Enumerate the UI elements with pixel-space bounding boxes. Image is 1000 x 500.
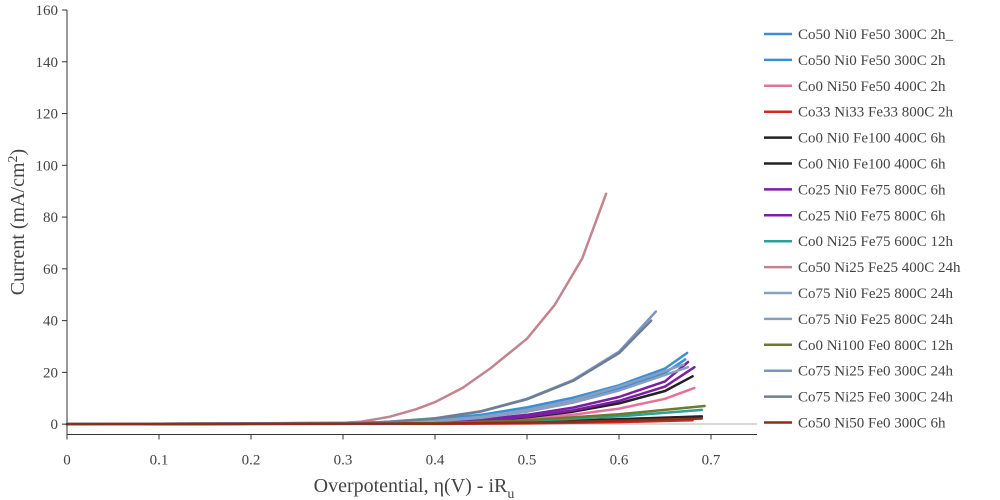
x-tick-label: 0.3	[334, 453, 353, 469]
legend-item[interactable]: Co75 Ni0 Fe25 800C 24h	[764, 312, 954, 328]
legend-label: Co75 Ni25 Fe0 300C 24h	[798, 364, 954, 380]
y-tick-label: 0	[51, 417, 59, 433]
y-tick-label: 20	[43, 365, 58, 381]
x-tick-label: 0.2	[242, 453, 261, 469]
x-axis-ticks: 0 0.1 0.2 0.3 0.4 0.5 0.6 0.7	[63, 434, 721, 469]
y-tick-label: 140	[36, 55, 59, 71]
x-tick-label: 0.6	[610, 453, 629, 469]
series-line	[65, 192, 608, 426]
legend-item[interactable]: Co0 Ni0 Fe100 400C 6h	[764, 157, 946, 173]
y-axis-title-close: )	[7, 149, 29, 156]
y-tick-label: 60	[43, 262, 58, 278]
legend-label: Co25 Ni0 Fe75 800C 6h	[798, 182, 946, 198]
y-axis-title-superscript: 2	[6, 155, 21, 162]
legend-item[interactable]: Co0 Ni0 Fe100 400C 6h	[764, 131, 946, 147]
y-tick-label: 80	[43, 210, 58, 226]
legend-item[interactable]: Co75 Ni25 Fe0 300C 24h	[764, 364, 954, 380]
legend-label: Co0 Ni0 Fe100 400C 6h	[798, 157, 946, 173]
y-tick-label: 100	[36, 158, 59, 174]
legend-item[interactable]: Co0 Ni50 Fe50 400C 2h	[764, 79, 946, 95]
y-tick-label: 120	[36, 107, 59, 123]
x-tick-label: 0	[63, 453, 71, 469]
legend-item[interactable]: Co25 Ni0 Fe75 800C 6h	[764, 182, 946, 198]
x-tick-label: 0.4	[426, 453, 445, 469]
legend-item[interactable]: Co50 Ni0 Fe50 300C 2h	[764, 53, 946, 69]
legend: Co50 Ni0 Fe50 300C 2h_ Co50 Ni0 Fe50 300C…	[764, 27, 961, 432]
legend-item[interactable]: Co0 Ni100 Fe0 800C 12h	[764, 338, 954, 354]
x-tick-label: 0.7	[702, 453, 721, 469]
series-layer	[65, 192, 706, 426]
legend-item[interactable]: Co50 Ni25 Fe25 400C 24h	[764, 260, 961, 276]
x-tick-label: 0.1	[150, 453, 169, 469]
legend-item[interactable]: Co25 Ni0 Fe75 800C 6h	[764, 208, 946, 224]
legend-item[interactable]: Co33 Ni33 Fe33 800C 2h	[764, 105, 954, 121]
legend-label: Co75 Ni0 Fe25 800C 24h	[798, 312, 954, 328]
y-tick-label: 160	[36, 3, 59, 19]
y-axis-title: Current (mA/cm2)	[6, 149, 29, 295]
y-tick-label: 40	[43, 314, 58, 330]
legend-label: Co50 Ni0 Fe50 300C 2h	[798, 53, 946, 69]
x-tick-label: 0.5	[518, 453, 537, 469]
series-line	[65, 351, 689, 426]
legend-item[interactable]: Co50 Ni50 Fe0 300C 6h	[764, 416, 946, 432]
legend-item[interactable]: Co0 Ni25 Fe75 600C 12h	[764, 234, 954, 250]
legend-label: Co75 Ni25 Fe0 300C 24h	[798, 390, 954, 406]
legend-item[interactable]: Co75 Ni0 Fe25 800C 24h	[764, 286, 954, 302]
legend-label: Co50 Ni50 Fe0 300C 6h	[798, 416, 946, 432]
x-axis-title: Overpotential, η(V) - iRu	[314, 475, 515, 500]
legend-label: Co50 Ni25 Fe25 400C 24h	[798, 260, 961, 276]
legend-label: Co33 Ni33 Fe33 800C 2h	[798, 105, 954, 121]
legend-label: Co25 Ni0 Fe75 800C 6h	[798, 208, 946, 224]
series-line	[65, 417, 704, 426]
y-axis-ticks: 0 20 40 60 80 100 120 140 160	[36, 3, 67, 433]
legend-label: Co75 Ni0 Fe25 800C 24h	[798, 286, 954, 302]
x-axis-title-subscript: u	[507, 487, 514, 500]
legend-label: Co0 Ni100 Fe0 800C 12h	[798, 338, 954, 354]
legend-label: Co50 Ni0 Fe50 300C 2h_	[798, 27, 954, 43]
legend-item[interactable]: Co50 Ni0 Fe50 300C 2h_	[764, 27, 954, 43]
legend-label: Co0 Ni0 Fe100 400C 6h	[798, 131, 946, 147]
legend-item[interactable]: Co75 Ni25 Fe0 300C 24h	[764, 390, 954, 406]
legend-label: Co0 Ni25 Fe75 600C 12h	[798, 234, 954, 250]
legend-label: Co0 Ni50 Fe50 400C 2h	[798, 79, 946, 95]
